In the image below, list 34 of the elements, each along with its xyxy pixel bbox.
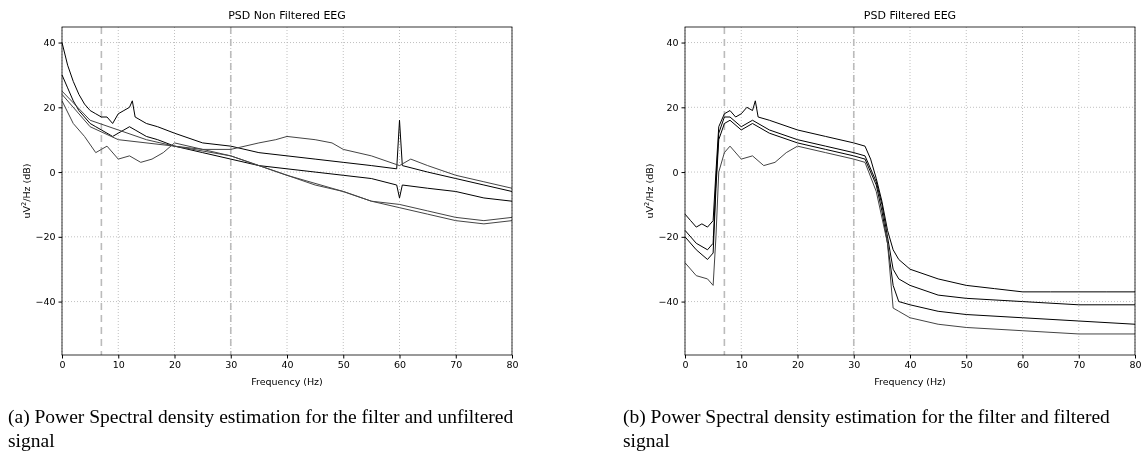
x-axis-title: Frequency (Hz): [874, 376, 946, 387]
text: (b) Power Spectral density estimation for the filter and filtered signal: [623, 405, 1111, 453]
chart-title: PSD Filtered EEG: [863, 9, 957, 22]
x-tick-label: 10: [735, 359, 748, 371]
y-tick-label: −40: [658, 296, 679, 308]
y-tick-label: 40: [43, 37, 56, 49]
y-tick-label: 20: [666, 101, 679, 113]
x-tick-label: 10: [112, 359, 125, 371]
x-axis-title: Frequency (Hz): [251, 376, 323, 387]
x-tick-label: 70: [1073, 359, 1086, 371]
y-tick-label: −20: [35, 231, 56, 243]
x-tick-label: 0: [59, 359, 66, 371]
x-tick-label: 30: [225, 359, 238, 371]
y-tick-label: −20: [658, 231, 679, 243]
text: (a) Power Spectral density estimation for the filter and unfiltered signal: [8, 405, 515, 453]
x-tick-label: 80: [1129, 359, 1142, 371]
x-tick-label: 30: [848, 359, 861, 371]
chart-title: PSD Non Filtered EEG: [228, 9, 346, 22]
x-tick-label: 50: [960, 359, 973, 371]
y-tick-label: −40: [35, 296, 56, 308]
x-tick-label: 80: [506, 359, 519, 371]
x-tick-label: 50: [337, 359, 350, 371]
x-tick-label: 60: [393, 359, 407, 371]
x-tick-label: 40: [904, 359, 917, 371]
x-tick-label: 70: [450, 359, 463, 371]
y-tick-label: 40: [666, 37, 679, 49]
y-tick-label: 0: [672, 166, 679, 178]
x-tick-label: 40: [281, 359, 294, 371]
y-tick-label: 0: [49, 166, 56, 178]
y-tick-label: 20: [43, 101, 56, 113]
x-tick-label: 20: [791, 359, 805, 371]
x-tick-label: 60: [1016, 359, 1030, 371]
x-tick-label: 20: [168, 359, 182, 371]
x-tick-label: 0: [682, 359, 689, 371]
